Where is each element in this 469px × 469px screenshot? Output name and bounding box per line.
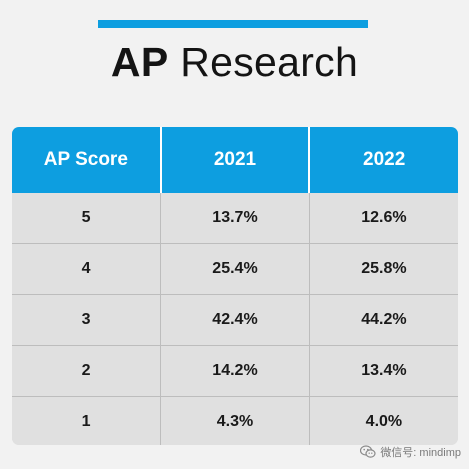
value-2022-cell: 4.0% [309,396,458,445]
value-2022-cell: 44.2% [309,294,458,346]
page-title: AP Research [0,36,469,88]
score-cell: 4 [12,243,162,295]
value-2021-cell: 4.3% [160,396,310,445]
value-2022-cell: 25.8% [309,243,458,295]
score-cell: 3 [12,294,162,346]
value-2021-cell: 14.2% [160,345,310,397]
table-header: AP Score 2021 2022 [12,127,458,193]
title-bold-part: AP [110,39,169,85]
score-cell: 2 [12,345,162,397]
column-header-score: AP Score [12,127,162,193]
header-row: AP Score 2021 2022 [12,127,458,193]
table-row: 2 14.2% 13.4% [12,345,458,397]
table-row: 3 42.4% 44.2% [12,294,458,346]
title-light-part: Research [180,39,359,85]
value-2021-cell: 42.4% [160,294,310,346]
value-2021-cell: 25.4% [160,243,310,295]
watermark-text: 微信号: mindimp [380,447,461,459]
score-cell: 5 [12,193,162,244]
column-header-2022: 2022 [309,127,458,193]
score-table-container: AP Score 2021 2022 5 13.7% 12.6% 4 25.4%… [12,127,458,445]
column-header-2021: 2021 [160,127,311,193]
wechat-icon [360,445,376,459]
score-cell: 1 [12,396,162,445]
watermark: 微信号: mindimp [360,444,461,460]
table-row: 5 13.7% 12.6% [12,193,458,244]
table-row: 4 25.4% 25.8% [12,243,458,295]
value-2022-cell: 13.4% [309,345,458,397]
value-2021-cell: 13.7% [160,193,310,244]
table-row: 1 4.3% 4.0% [12,396,458,445]
score-table: AP Score 2021 2022 5 13.7% 12.6% 4 25.4%… [12,127,458,445]
table-body: 5 13.7% 12.6% 4 25.4% 25.8% 3 42.4% 44.2… [12,193,458,445]
title-accent-bar [98,20,368,28]
value-2022-cell: 12.6% [309,193,458,244]
